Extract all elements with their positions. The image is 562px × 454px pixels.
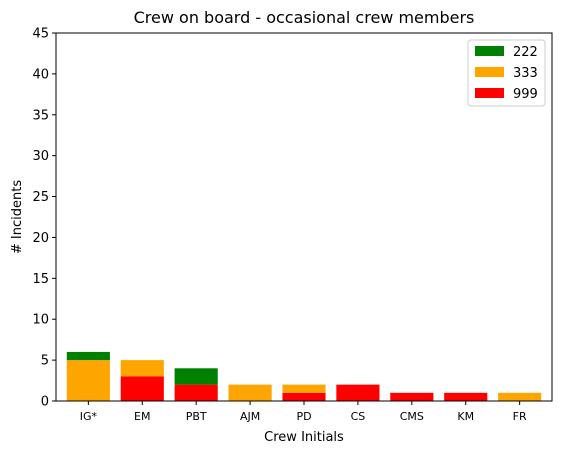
legend-swatch-222 <box>475 46 504 56</box>
legend-label-999: 999 <box>513 87 538 102</box>
bar-CS-999 <box>336 384 380 401</box>
chart-title: Crew on board - occasional crew members <box>134 8 475 27</box>
x-tick-label: FR <box>513 410 527 423</box>
x-axis-label: Crew Initials <box>264 430 344 445</box>
x-axis: IG* EM PBT AJM PD CS CMS KM FR <box>80 401 527 423</box>
x-tick-label: IG* <box>80 410 98 423</box>
x-tick-label: KM <box>457 410 474 423</box>
bar-IG-333 <box>66 360 110 401</box>
y-tick-label: 40 <box>32 67 49 82</box>
x-tick-label: PD <box>296 410 311 423</box>
y-tick-label: 5 <box>41 354 49 369</box>
bar-AJM-333 <box>228 384 272 401</box>
y-tick-label: 10 <box>32 313 49 328</box>
y-tick-label: 15 <box>32 272 49 287</box>
bar-PBT-999 <box>174 384 218 401</box>
y-tick-label: 35 <box>32 108 49 123</box>
bar-IG-222 <box>66 351 110 361</box>
y-axis-label: # Incidents <box>10 180 25 254</box>
bars-group <box>66 351 542 401</box>
bar-EM-999 <box>120 376 164 401</box>
legend-label-222: 222 <box>513 45 538 60</box>
legend-label-333: 333 <box>513 66 538 81</box>
x-tick-label: CMS <box>400 410 424 423</box>
y-tick-label: 45 <box>32 27 49 42</box>
bar-PD-333 <box>282 384 326 393</box>
x-tick-label: AJM <box>240 410 260 423</box>
y-axis: 0 5 10 15 20 25 30 35 40 45 <box>32 27 56 410</box>
legend-swatch-333 <box>475 67 504 77</box>
legend: 222 333 999 <box>467 39 546 107</box>
bar-PD-999 <box>282 392 326 401</box>
legend-swatch-999 <box>475 88 504 98</box>
y-tick-label: 30 <box>32 149 49 164</box>
bar-KM-999 <box>444 392 488 401</box>
bar-EM-333 <box>120 360 164 377</box>
y-tick-label: 0 <box>41 395 49 410</box>
y-tick-label: 25 <box>32 190 49 205</box>
x-tick-label: EM <box>134 410 150 423</box>
bar-FR-333 <box>498 392 542 401</box>
y-tick-label: 20 <box>32 231 49 246</box>
x-tick-label: PBT <box>186 410 207 423</box>
bar-PBT-222 <box>174 368 218 385</box>
bar-CMS-999 <box>390 392 434 401</box>
x-tick-label: CS <box>351 410 366 423</box>
